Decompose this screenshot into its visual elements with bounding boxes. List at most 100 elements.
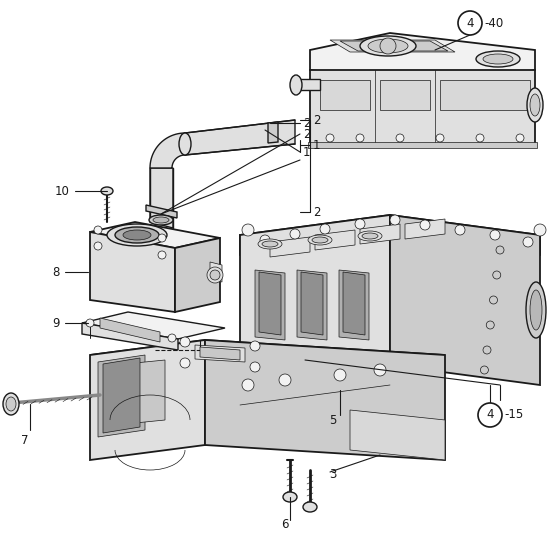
Circle shape	[374, 364, 386, 376]
Polygon shape	[296, 79, 320, 90]
Ellipse shape	[368, 39, 408, 53]
Ellipse shape	[258, 239, 282, 249]
Ellipse shape	[153, 217, 169, 223]
Text: 9: 9	[53, 316, 60, 329]
Circle shape	[158, 234, 166, 242]
Polygon shape	[90, 340, 445, 370]
Circle shape	[390, 215, 400, 225]
Polygon shape	[268, 122, 278, 143]
Polygon shape	[146, 205, 177, 218]
Polygon shape	[200, 347, 240, 360]
Circle shape	[260, 235, 270, 245]
Polygon shape	[297, 270, 327, 340]
Text: -40: -40	[484, 16, 503, 30]
Circle shape	[355, 219, 365, 229]
Ellipse shape	[476, 51, 520, 67]
Polygon shape	[270, 237, 310, 257]
Ellipse shape	[530, 94, 540, 116]
Polygon shape	[310, 33, 535, 87]
Circle shape	[279, 374, 291, 386]
Text: 2: 2	[313, 114, 320, 127]
Circle shape	[242, 379, 254, 391]
Circle shape	[326, 134, 334, 142]
Polygon shape	[103, 358, 140, 433]
Ellipse shape	[3, 393, 19, 415]
Circle shape	[86, 319, 94, 327]
Circle shape	[436, 134, 444, 142]
Text: 8: 8	[53, 265, 60, 278]
Ellipse shape	[362, 233, 378, 239]
Circle shape	[534, 224, 546, 236]
Ellipse shape	[115, 227, 159, 243]
Text: 1: 1	[303, 146, 310, 158]
Circle shape	[496, 246, 504, 254]
Text: 6: 6	[281, 519, 289, 531]
Circle shape	[334, 369, 346, 381]
Polygon shape	[340, 41, 448, 51]
Ellipse shape	[6, 397, 16, 411]
Polygon shape	[150, 168, 173, 228]
Polygon shape	[343, 272, 365, 335]
Polygon shape	[310, 70, 535, 145]
Polygon shape	[185, 120, 295, 155]
Circle shape	[158, 251, 166, 259]
Text: 4: 4	[466, 16, 474, 30]
Circle shape	[420, 220, 430, 230]
Circle shape	[250, 362, 260, 372]
Ellipse shape	[290, 75, 302, 95]
Text: 3: 3	[329, 469, 337, 482]
Text: 2: 2	[313, 206, 320, 218]
Polygon shape	[90, 340, 205, 460]
Circle shape	[250, 341, 260, 351]
Ellipse shape	[123, 230, 151, 240]
Ellipse shape	[360, 36, 416, 56]
Polygon shape	[390, 215, 540, 385]
Circle shape	[94, 226, 102, 234]
Circle shape	[458, 11, 482, 35]
Circle shape	[489, 296, 497, 304]
Text: 10: 10	[55, 184, 70, 198]
Polygon shape	[240, 215, 540, 275]
Polygon shape	[339, 270, 369, 340]
Polygon shape	[240, 215, 390, 405]
Text: 1: 1	[313, 138, 320, 152]
Ellipse shape	[101, 187, 113, 195]
Polygon shape	[150, 133, 185, 168]
Ellipse shape	[262, 241, 278, 247]
Polygon shape	[98, 355, 145, 437]
Circle shape	[290, 229, 300, 239]
Circle shape	[180, 337, 190, 347]
Circle shape	[380, 38, 396, 54]
Circle shape	[493, 271, 501, 279]
Text: 7: 7	[21, 433, 29, 446]
Circle shape	[483, 346, 491, 354]
Ellipse shape	[527, 88, 543, 122]
Ellipse shape	[526, 282, 546, 338]
Polygon shape	[301, 272, 323, 335]
Text: 4: 4	[486, 408, 494, 422]
Polygon shape	[320, 80, 370, 110]
Circle shape	[94, 242, 102, 250]
Circle shape	[523, 237, 533, 247]
Circle shape	[486, 321, 494, 329]
Polygon shape	[315, 230, 355, 250]
Ellipse shape	[308, 235, 332, 245]
Circle shape	[320, 224, 330, 234]
Ellipse shape	[358, 231, 382, 241]
Ellipse shape	[530, 290, 542, 330]
Polygon shape	[205, 340, 445, 460]
Polygon shape	[330, 40, 455, 52]
Circle shape	[356, 134, 364, 142]
Circle shape	[476, 134, 484, 142]
Ellipse shape	[303, 502, 317, 512]
Polygon shape	[210, 262, 222, 282]
Circle shape	[168, 334, 176, 342]
Polygon shape	[195, 345, 245, 362]
Ellipse shape	[283, 492, 297, 502]
Circle shape	[478, 403, 502, 427]
Text: 5: 5	[329, 413, 337, 427]
Circle shape	[207, 267, 223, 283]
Polygon shape	[100, 318, 160, 342]
Polygon shape	[259, 272, 281, 335]
Polygon shape	[255, 270, 285, 340]
